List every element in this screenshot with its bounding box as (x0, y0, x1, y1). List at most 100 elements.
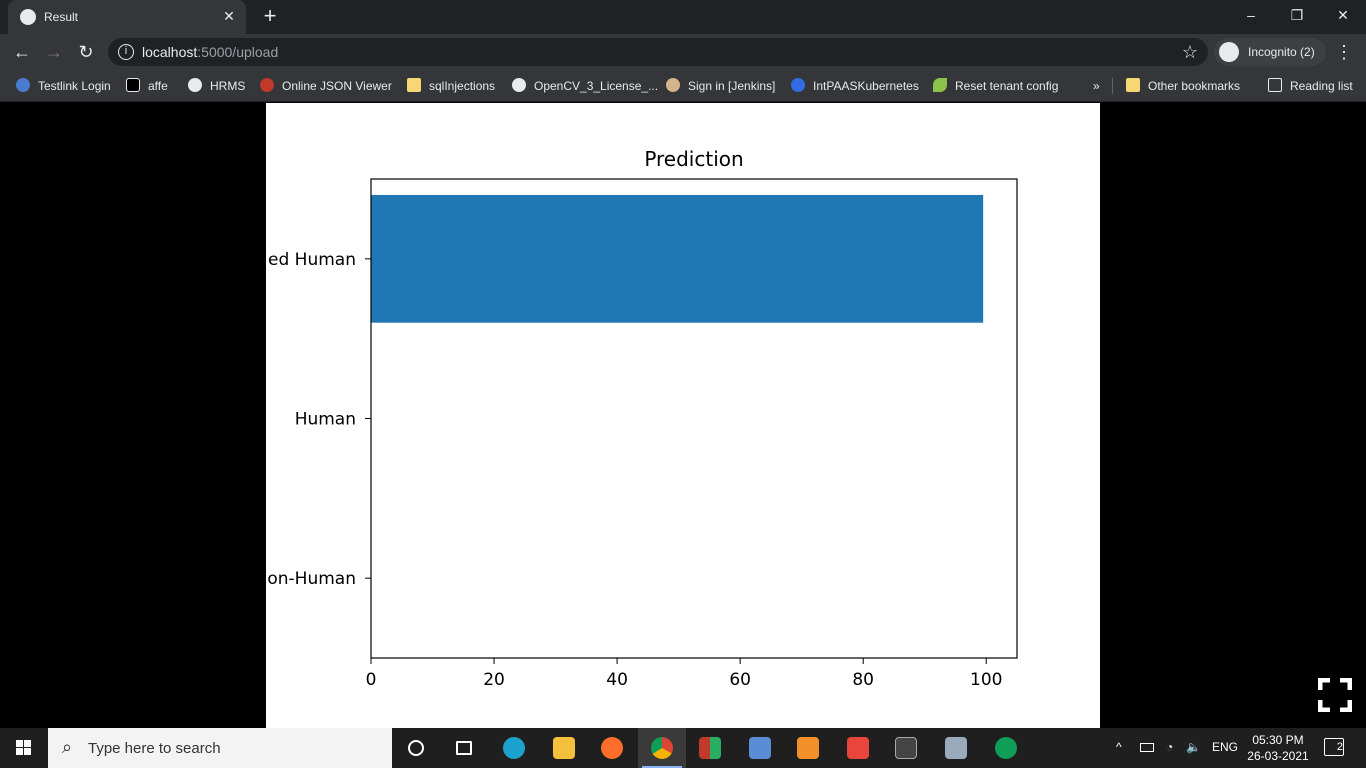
sublime-text-icon[interactable] (784, 728, 832, 768)
bookmarks-bar: Testlink Login affe HRMS Online JSON Vie… (0, 70, 1366, 102)
terminal-icon[interactable] (882, 728, 930, 768)
globe-icon (188, 78, 202, 92)
site-info-icon[interactable]: i (118, 44, 134, 60)
other-bookmarks[interactable]: Other bookmarks (1126, 76, 1240, 96)
volume-icon[interactable]: 🔈 (1186, 740, 1201, 754)
bookmark-label: Testlink Login (38, 79, 111, 93)
url-path: :5000/upload (197, 44, 279, 60)
reload-button[interactable]: ↻ (78, 42, 94, 62)
fullscreen-icon[interactable] (1318, 678, 1352, 712)
page-viewport: ed Human Human on-Human 0 20 40 60 80 100 Predict… (0, 103, 1366, 728)
tab-close-icon[interactable]: ✕ (223, 8, 235, 24)
active-indicator (642, 766, 682, 768)
y-tick-label: ed Human (268, 250, 356, 270)
taskbar: ⌕ Type here to search ^ ◔ 🔈 ENG 05:30 PM… (0, 728, 1366, 768)
bookmark-label: affe (148, 79, 168, 93)
chart-image: ed Human Human on-Human 0 20 40 60 80 100 Predict… (266, 103, 1100, 728)
folder-icon (1126, 78, 1140, 92)
x-tick-label: 40 (606, 670, 628, 690)
folder-glyph-icon (553, 737, 575, 759)
bookmark-label: IntPAASKubernetes (813, 79, 919, 93)
bookmark-label: Sign in [Jenkins] (688, 79, 776, 93)
task-view-icon[interactable] (440, 728, 488, 768)
firefox-icon[interactable] (588, 728, 636, 768)
github-icon (512, 78, 526, 92)
bookmark-label: HRMS (210, 79, 246, 93)
chrome-glyph-icon (651, 737, 673, 759)
back-button[interactable]: ← (13, 42, 31, 62)
network-app-icon[interactable] (736, 728, 784, 768)
tab-title: Result (44, 10, 79, 24)
bookmark-item[interactable]: sqlInjections (407, 76, 495, 96)
language-indicator[interactable]: ENG (1212, 740, 1239, 754)
reading-list-label: Reading list (1290, 79, 1353, 93)
chrome-icon[interactable] (638, 728, 686, 768)
notification-center-icon[interactable]: 2 (1324, 738, 1344, 756)
notification-count: 2 (1336, 741, 1343, 753)
json-viewer-icon (260, 78, 274, 92)
search-icon: ⌕ (62, 737, 73, 757)
chart-bar (371, 194, 984, 323)
bookmark-item[interactable]: affe (126, 76, 168, 96)
testlink-icon (16, 78, 30, 92)
bookmarks-divider (1112, 78, 1113, 94)
kubernetes-icon (791, 78, 805, 92)
restore-button[interactable]: ❐ (1290, 7, 1304, 23)
browser-menu-button[interactable]: ⋮ (1335, 42, 1353, 62)
bookmark-item[interactable]: OpenCV_3_License_... (512, 76, 658, 96)
bookmarks-overflow-button[interactable]: » (1093, 79, 1100, 93)
bookmark-item[interactable]: IntPAASKubernetes (791, 76, 919, 96)
y-tick-label: on-Human (267, 569, 356, 589)
x-tick-label: 80 (852, 670, 874, 690)
bookmark-label: Online JSON Viewer (282, 79, 392, 93)
browser-toolbar: ← → ↻ i localhost:5000/upload ☆ Incognit… (0, 34, 1366, 70)
tab-result[interactable]: Result ✕ (8, 0, 246, 34)
bookmark-label: sqlInjections (429, 79, 496, 93)
monitor-glyph-icon (945, 737, 967, 759)
hangouts-icon[interactable] (982, 728, 1030, 768)
url-host: localhost (142, 44, 198, 60)
clock[interactable]: 05:30 PM 26-03-2021 (1240, 732, 1316, 764)
hangouts-glyph-icon (995, 737, 1017, 759)
terminal-glyph-icon (895, 737, 917, 759)
window-close-button[interactable]: ✕ (1337, 7, 1349, 23)
forward-button[interactable]: → (45, 42, 63, 62)
app-icon-red-green[interactable] (686, 728, 734, 768)
edge-icon[interactable] (490, 728, 538, 768)
reading-list[interactable]: Reading list (1268, 76, 1353, 96)
globe-icon (20, 9, 36, 25)
tab-strip: Result ✕ + – ❐ ✕ (0, 0, 1366, 34)
cortana-icon[interactable] (392, 728, 440, 768)
wifi-icon[interactable]: ◔ (1166, 740, 1174, 754)
tray-overflow-icon[interactable]: ^ (1116, 740, 1122, 754)
taskbar-search-box[interactable]: ⌕ Type here to search (48, 728, 392, 768)
axes-frame (370, 178, 1018, 659)
bookmark-item[interactable]: HRMS (188, 76, 245, 96)
bookmark-item[interactable]: Reset tenant config (933, 76, 1058, 96)
battery-icon[interactable] (1140, 743, 1154, 752)
git-app-icon[interactable] (834, 728, 882, 768)
incognito-label: Incognito (2) (1248, 45, 1315, 59)
new-tab-button[interactable]: + (263, 3, 277, 28)
monitor-app-icon[interactable] (932, 728, 980, 768)
x-tick-label: 0 (366, 670, 377, 690)
file-explorer-icon[interactable] (540, 728, 588, 768)
minimize-button[interactable]: – (1247, 7, 1255, 23)
leaf-icon (933, 78, 947, 92)
prediction-chart: ed Human Human on-Human 0 20 40 60 80 100 Predict… (267, 147, 1018, 690)
ff-icon (126, 78, 140, 92)
bookmark-item[interactable]: Testlink Login (16, 76, 111, 96)
bookmark-star-icon[interactable]: ☆ (1181, 42, 1198, 62)
incognito-profile-button[interactable]: Incognito (2) (1214, 38, 1326, 66)
y-tick-label: Human (295, 410, 356, 430)
url-text: localhost:5000/upload (142, 44, 278, 60)
x-tick-label: 100 (970, 670, 1002, 690)
task-view-glyph-icon (456, 741, 472, 755)
bookmark-label: OpenCV_3_License_... (534, 79, 659, 93)
bookmark-item[interactable]: Sign in [Jenkins] (666, 76, 775, 96)
bookmark-item[interactable]: Online JSON Viewer (260, 76, 392, 96)
windows-start-icon[interactable] (0, 728, 48, 768)
other-bookmarks-label: Other bookmarks (1148, 79, 1241, 93)
search-placeholder: Type here to search (88, 740, 221, 757)
address-bar[interactable]: i localhost:5000/upload ☆ (108, 38, 1208, 66)
